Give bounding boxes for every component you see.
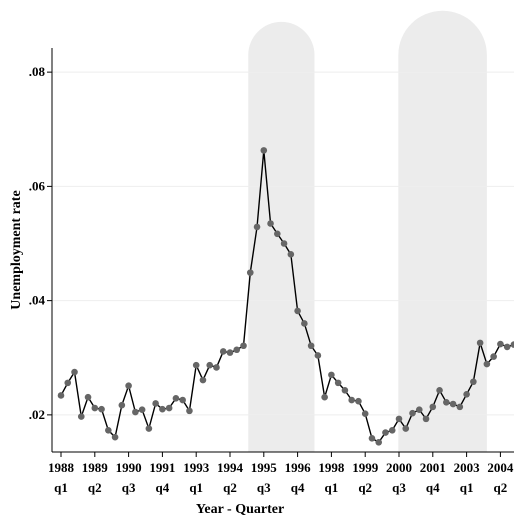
y-tick-label: .02 [29, 407, 45, 422]
data-point [490, 353, 497, 360]
data-point [77, 413, 85, 420]
data-point [510, 341, 514, 348]
x-tick-label: 1991 q4 [149, 460, 175, 495]
data-point [186, 407, 193, 415]
y-tick-label: .06 [29, 178, 46, 193]
data-point [132, 408, 139, 416]
data-point [287, 251, 295, 258]
x-tick-label: 2004 q2 [487, 460, 514, 495]
plot [52, 10, 514, 453]
data-point [138, 406, 146, 414]
data-point [233, 346, 241, 354]
y-tick-label: .04 [29, 293, 46, 308]
data-point [355, 397, 362, 405]
data-point [280, 240, 288, 247]
data-point [395, 415, 403, 423]
x-tick-label: 1993 q1 [183, 460, 210, 495]
shaded-region [398, 10, 487, 453]
data-point [375, 438, 383, 446]
data-point [449, 400, 457, 408]
data-point [436, 387, 443, 394]
data-point [172, 395, 180, 402]
shaded-region [248, 21, 315, 452]
x-tick-label: 2000 q3 [386, 460, 412, 495]
data-point [307, 342, 315, 350]
data-point [301, 320, 308, 327]
x-tick-label: 2003 q1 [454, 460, 481, 495]
data-point [98, 405, 105, 413]
data-point [348, 396, 355, 404]
data-point [328, 371, 335, 379]
x-tick-label: 1989 q2 [82, 460, 109, 495]
data-point [91, 404, 99, 412]
data-point [388, 426, 396, 434]
data-point [361, 410, 369, 418]
x-tick-label: 2001 q4 [420, 460, 446, 495]
data-point [246, 269, 254, 276]
x-tick-label: 1996 q4 [285, 460, 312, 495]
data-point [497, 340, 504, 348]
data-point [165, 404, 173, 412]
data-point [415, 406, 423, 414]
data-point [159, 405, 166, 413]
y-axis-title: Unemployment rate [9, 190, 24, 309]
data-point [260, 147, 268, 154]
data-point [253, 223, 261, 231]
data-point [476, 339, 484, 347]
data-point [206, 361, 214, 369]
data-point [341, 387, 349, 394]
data-point [503, 343, 511, 351]
data-point [483, 360, 491, 368]
data-point [213, 364, 220, 371]
data-point [111, 433, 119, 441]
data-point [152, 400, 159, 407]
data-point [125, 382, 132, 390]
data-point [321, 393, 328, 401]
data-point [456, 403, 464, 411]
data-point [267, 220, 274, 227]
x-tick-label: 1988 q1 [48, 460, 75, 495]
x-tick-label: 1994 q2 [217, 460, 244, 495]
data-point [409, 409, 416, 417]
data-point [422, 415, 430, 423]
data-point [84, 393, 92, 401]
y-tick-label: .08 [29, 64, 46, 79]
x-tick-label: 1990 q3 [116, 460, 142, 495]
data-point [314, 352, 322, 359]
data-point [334, 379, 342, 387]
x-tick-label: 1998 q1 [318, 460, 345, 495]
data-point [179, 396, 186, 404]
data-point [429, 403, 437, 411]
data-point [368, 434, 376, 442]
data-point [192, 361, 200, 369]
data-point [402, 425, 410, 432]
data-point [382, 429, 389, 436]
data-point [64, 379, 72, 387]
data-point [274, 230, 281, 238]
data-point [463, 391, 470, 398]
x-tick-label: 1999 q2 [352, 460, 379, 495]
data-point [443, 399, 450, 406]
data-point [57, 392, 65, 399]
data-point [240, 342, 247, 350]
x-tick-label: 1995 q3 [251, 460, 278, 495]
data-point [294, 307, 301, 315]
data-point [71, 368, 78, 376]
data-point [219, 348, 227, 355]
data-point [145, 425, 153, 432]
data-point [118, 401, 126, 409]
data-point [470, 378, 477, 386]
data-point [105, 426, 112, 434]
data-point [226, 349, 234, 356]
x-axis-title: Year - Quarter [196, 502, 284, 517]
data-point [199, 376, 207, 384]
